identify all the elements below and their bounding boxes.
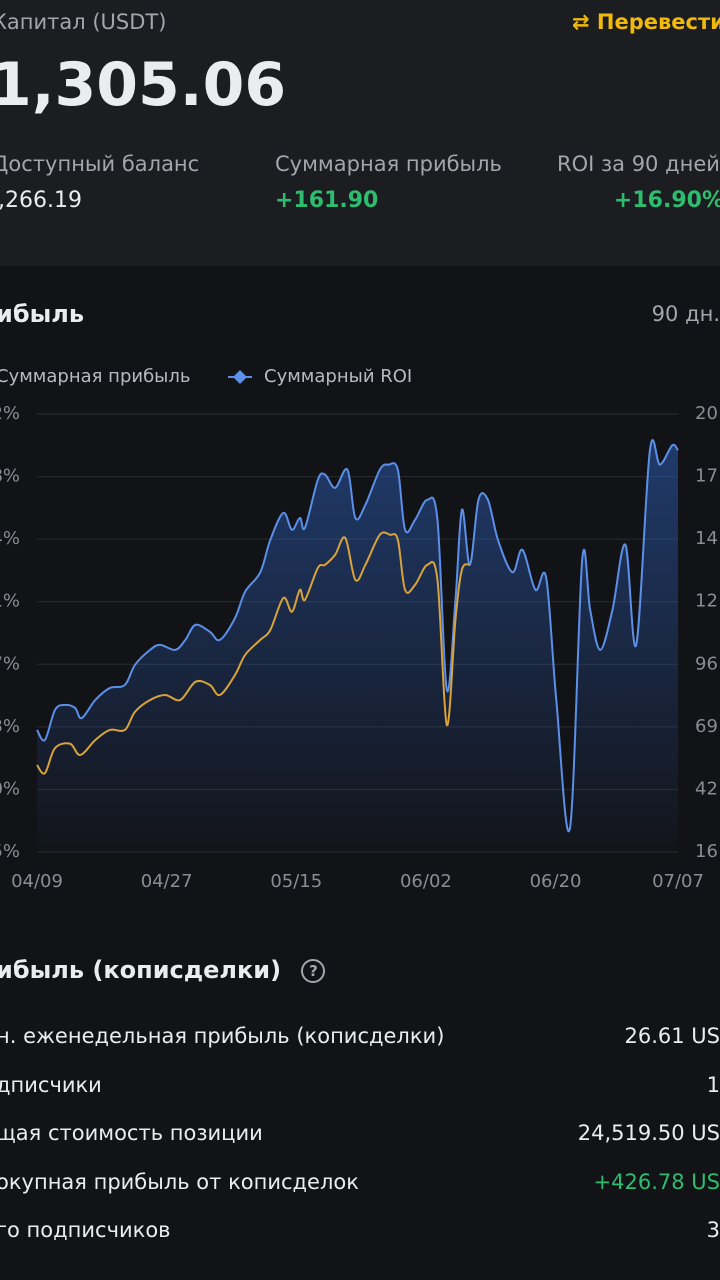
y2-tick-label: 96: [695, 653, 718, 674]
series-line: [36, 439, 679, 833]
y2-tick-label: 20: [695, 403, 718, 424]
y2-tick-label: 12: [695, 591, 718, 612]
stat-label: ROI за 90 дней: [557, 152, 720, 176]
y-tick-label: 2%: [0, 403, 20, 424]
row-value: 26.61 US: [624, 1024, 720, 1048]
stat-label: Доступный баланс: [0, 152, 200, 176]
y2-tick-label: 14: [695, 528, 718, 549]
stat-label: Суммарная прибыль: [275, 152, 502, 176]
row-label: н. еженедельная прибыль (кописделки): [0, 1024, 445, 1048]
y-tick-label: 4%: [0, 528, 20, 549]
series-line: [36, 531, 471, 775]
transfer-text[interactable]: Перевести: [596, 10, 720, 34]
y-tick-label: 5%: [0, 841, 20, 862]
row-value: 24,519.50 US: [577, 1121, 720, 1145]
row-label: окупная прибыль от кописделок: [0, 1169, 359, 1194]
y-tick-label: 1%: [0, 591, 20, 612]
section-title-text: ибыль (кописделки): [0, 956, 282, 984]
y-tick-label: 3%: [0, 716, 20, 737]
stat-value: +161.90: [275, 188, 379, 213]
y2-tick-label: 69: [695, 716, 718, 737]
x-tick-label: 04/27: [141, 871, 193, 892]
x-tick-label: 06/02: [400, 871, 452, 892]
section-title: ибыль (кописделки) ?: [0, 956, 326, 984]
row-label: дписчики: [0, 1072, 102, 1097]
y-tick-label: 8%: [0, 466, 20, 487]
capital-label: Капитал (USDT): [0, 10, 167, 34]
chart: Суммарная прибыль Суммарный ROI 5% 0% 3% 7% 1%…: [0, 366, 718, 892]
y2-tick-label: 17: [695, 466, 718, 487]
row-value: 1: [706, 1072, 720, 1097]
y-tick-label: 0%: [0, 778, 20, 799]
summary-card: [0, 0, 720, 266]
area-fill: [37, 439, 678, 852]
y2-tick-label: 16: [695, 841, 718, 862]
legend-label: Суммарный ROI: [264, 366, 412, 387]
y-tick-label: 7%: [0, 653, 20, 674]
chart-title: ибыль: [0, 300, 85, 328]
transfer-button[interactable]: ⇄ Перевести: [572, 10, 720, 34]
x-tick-label: 06/20: [530, 871, 582, 892]
period-selector[interactable]: 90 дн.: [651, 302, 720, 326]
stat-value: ,266.19: [0, 188, 82, 213]
row-label: щая стоимость позиции: [0, 1121, 263, 1145]
x-tick-label: 05/15: [270, 871, 322, 892]
y2-tick-label: 42: [695, 778, 718, 799]
stat-value: +16.90%: [613, 188, 720, 213]
row-value: 3: [706, 1218, 720, 1242]
capital-value: 1,305.06: [0, 50, 287, 120]
help-icon[interactable]: ?: [301, 959, 326, 983]
x-tick-label: 07/07: [652, 871, 704, 892]
legend-label: Суммарная прибыль: [0, 366, 191, 387]
x-tick-label: 04/09: [11, 871, 63, 892]
row-label: го подписчиков: [0, 1218, 171, 1242]
row-value: +426.78 US: [593, 1169, 720, 1194]
